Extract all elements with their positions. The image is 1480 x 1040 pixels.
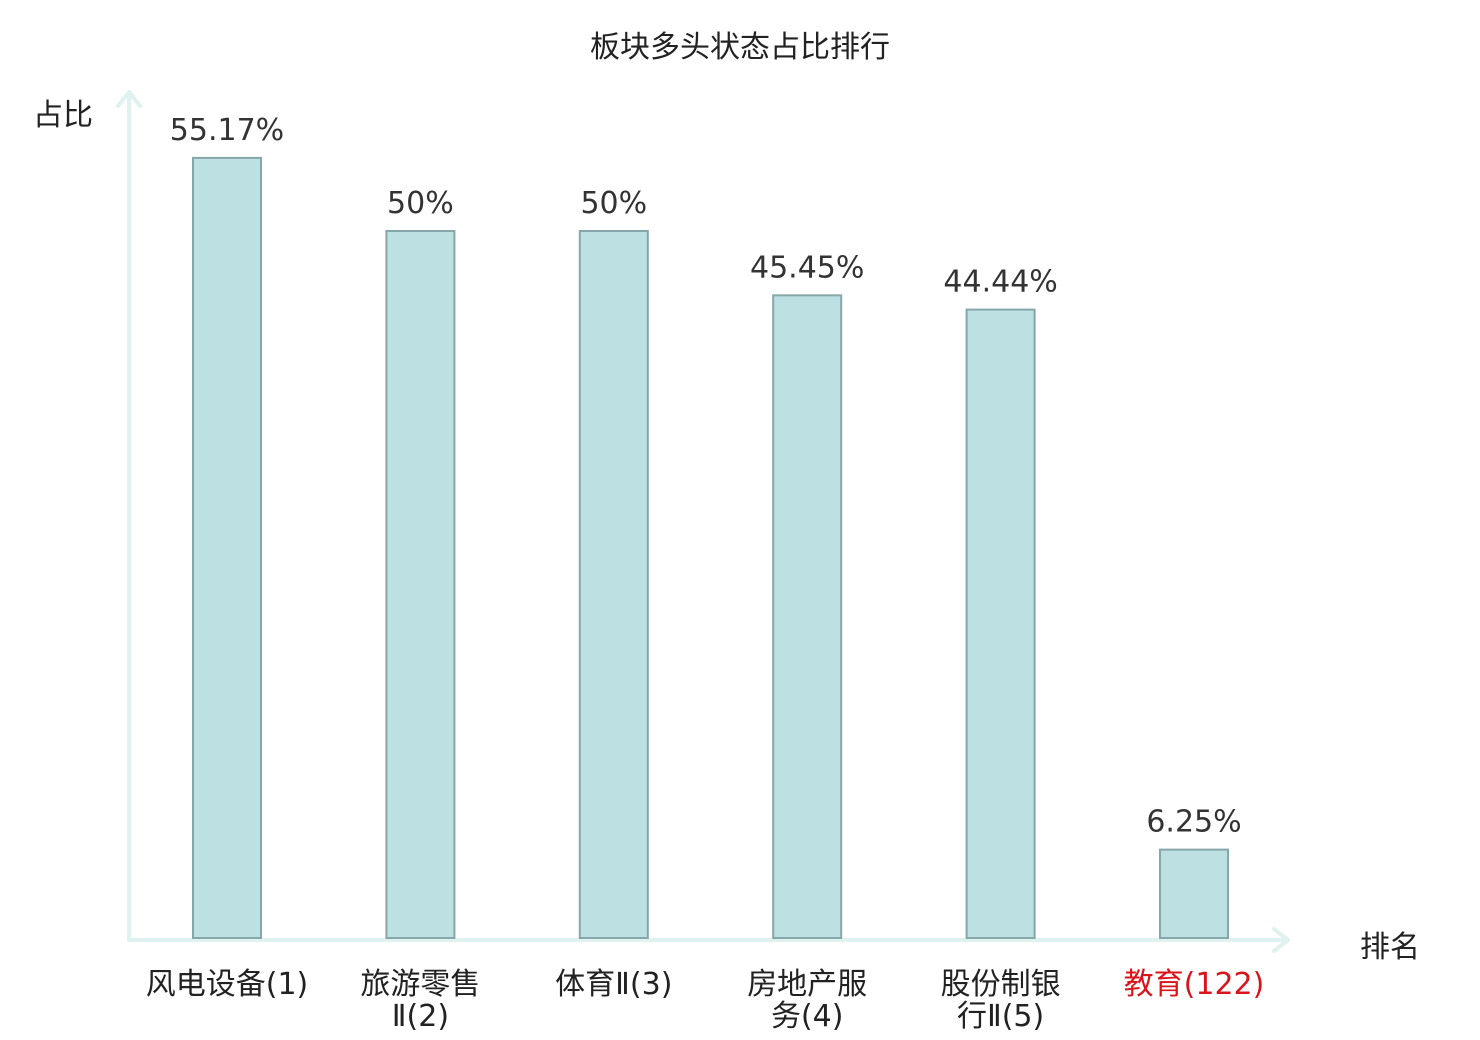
bar-1 <box>192 156 262 940</box>
y-axis-arrow <box>116 90 142 108</box>
bar-3 <box>578 230 649 939</box>
bar-2 <box>385 230 456 939</box>
chart-title: 板块多头状态占比排行 <box>590 30 890 65</box>
bar-6 <box>1159 848 1229 939</box>
value-label-3: 50% <box>580 186 647 221</box>
category-label-2-line-2: Ⅱ(2) <box>392 999 449 1034</box>
value-label-5: 44.44% <box>943 265 1057 300</box>
value-label-2: 50% <box>387 186 454 221</box>
category-label-3: 体育Ⅱ(3) <box>555 967 672 1002</box>
category-label-6: 教育(122) <box>1124 967 1265 1002</box>
bar-5 <box>965 308 1036 939</box>
category-label-2-line-1: 旅游零售 <box>360 967 480 1002</box>
x-axis-arrow <box>1272 927 1290 953</box>
category-label-5-line-1: 股份制银 <box>941 967 1061 1002</box>
category-label-4-line-2: 务(4) <box>771 999 844 1034</box>
bar-4 <box>772 294 843 940</box>
x-axis-label: 排名 <box>1360 930 1420 965</box>
value-label-4: 45.45% <box>750 250 864 285</box>
value-label-6: 6.25% <box>1146 805 1241 840</box>
category-label-1: 风电设备(1) <box>146 967 309 1002</box>
category-label-4-line-1: 房地产服 <box>747 967 867 1002</box>
value-label-1: 55.17% <box>170 113 284 148</box>
category-label-5-line-2: 行Ⅱ(5) <box>957 999 1044 1034</box>
y-axis-label: 占比 <box>33 98 93 133</box>
